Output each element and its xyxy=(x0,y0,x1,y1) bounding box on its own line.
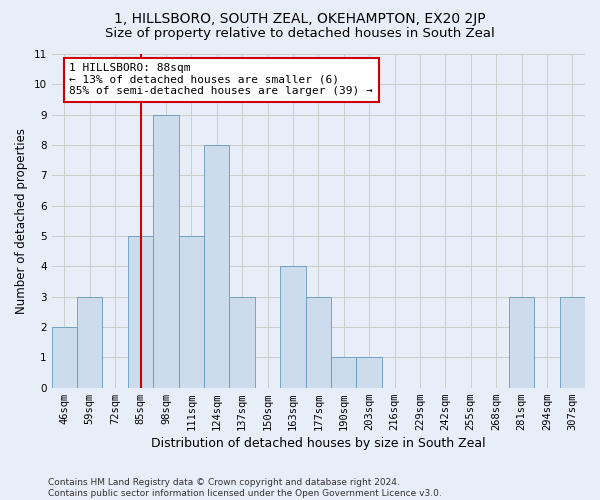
Bar xyxy=(229,296,255,388)
Text: 1 HILLSBORO: 88sqm
← 13% of detached houses are smaller (6)
85% of semi-detached: 1 HILLSBORO: 88sqm ← 13% of detached hou… xyxy=(70,63,373,96)
X-axis label: Distribution of detached houses by size in South Zeal: Distribution of detached houses by size … xyxy=(151,437,485,450)
Text: Size of property relative to detached houses in South Zeal: Size of property relative to detached ho… xyxy=(105,28,495,40)
Text: 1, HILLSBORO, SOUTH ZEAL, OKEHAMPTON, EX20 2JP: 1, HILLSBORO, SOUTH ZEAL, OKEHAMPTON, EX… xyxy=(114,12,486,26)
Bar xyxy=(305,296,331,388)
Bar xyxy=(77,296,103,388)
Text: Contains HM Land Registry data © Crown copyright and database right 2024.
Contai: Contains HM Land Registry data © Crown c… xyxy=(48,478,442,498)
Bar xyxy=(128,236,153,388)
Bar xyxy=(204,145,229,388)
Bar xyxy=(52,327,77,388)
Bar xyxy=(280,266,305,388)
Bar xyxy=(179,236,204,388)
Bar xyxy=(509,296,534,388)
Bar xyxy=(560,296,585,388)
Bar xyxy=(331,358,356,388)
Y-axis label: Number of detached properties: Number of detached properties xyxy=(15,128,28,314)
Bar xyxy=(153,114,179,388)
Bar xyxy=(356,358,382,388)
